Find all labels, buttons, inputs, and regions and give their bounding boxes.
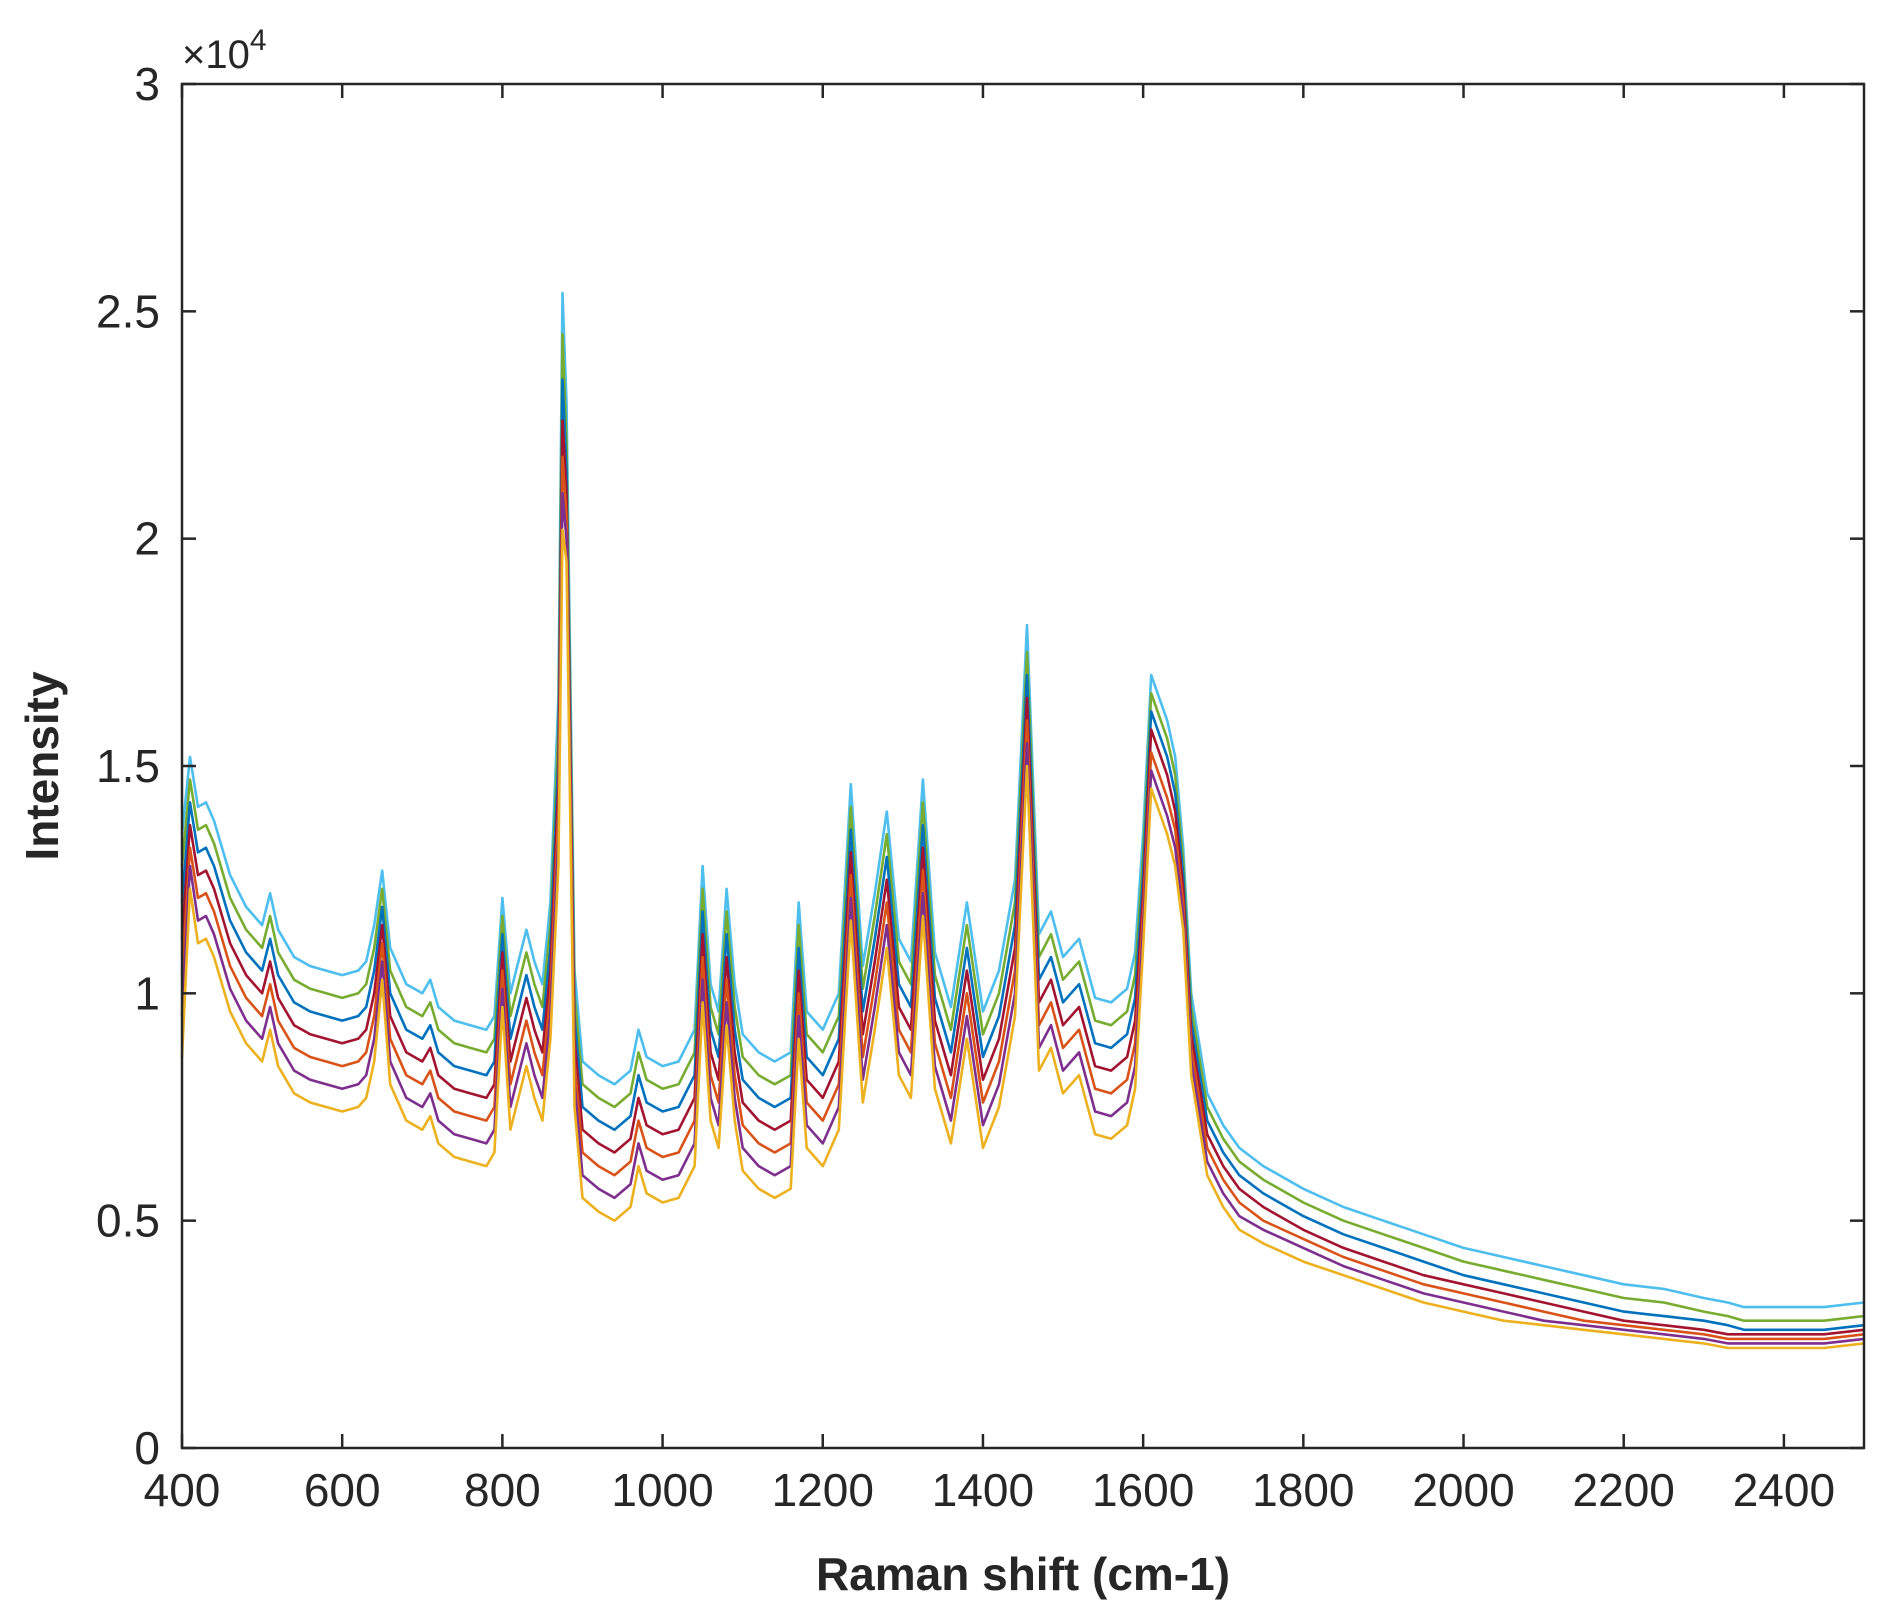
spectrum-line xyxy=(180,528,1865,1350)
x-tick-label: 600 xyxy=(304,1464,381,1516)
x-tick-label: 400 xyxy=(144,1464,221,1516)
spectrum-line xyxy=(180,291,1865,1309)
y-tick-label: 1.5 xyxy=(96,740,160,792)
spectrum-line xyxy=(180,378,1865,1332)
y-tick-label: 1 xyxy=(134,967,160,1019)
x-tick-label: 800 xyxy=(464,1464,541,1516)
y-tick-label: 0 xyxy=(134,1422,160,1474)
y-axis-title: Intensity xyxy=(16,671,68,861)
x-tick-label: 1600 xyxy=(1092,1464,1194,1516)
y-tick-label: 2.5 xyxy=(96,285,160,337)
x-axis: 400 600 800 1000 1200 1400 1600 1800 2000 2200 240… xyxy=(144,84,1835,1516)
x-tick-label: 2000 xyxy=(1412,1464,1514,1516)
x-tick-label: 1200 xyxy=(772,1464,874,1516)
x-tick-label: 2200 xyxy=(1573,1464,1675,1516)
spectrum-line xyxy=(180,419,1865,1336)
spectrum-line xyxy=(180,491,1865,1345)
x-axis-title: Raman shift (cm-1) xyxy=(816,1548,1230,1600)
y-axis: 0 0.5 1 1.5 2 2.5 3 xyxy=(96,58,1864,1474)
y-tick-label: 3 xyxy=(134,58,160,110)
x-tick-label: 2400 xyxy=(1733,1464,1835,1516)
x-tick-label: 1000 xyxy=(611,1464,713,1516)
y-tick-label: 2 xyxy=(134,513,160,565)
x-tick-label: 1800 xyxy=(1252,1464,1354,1516)
spectrum-line xyxy=(180,332,1865,1322)
spectrum-line xyxy=(180,455,1865,1341)
y-exponent-label: ×104 xyxy=(182,24,267,77)
y-tick-label: 0.5 xyxy=(96,1195,160,1247)
series-layer xyxy=(180,291,1865,1350)
x-tick-label: 1400 xyxy=(932,1464,1034,1516)
